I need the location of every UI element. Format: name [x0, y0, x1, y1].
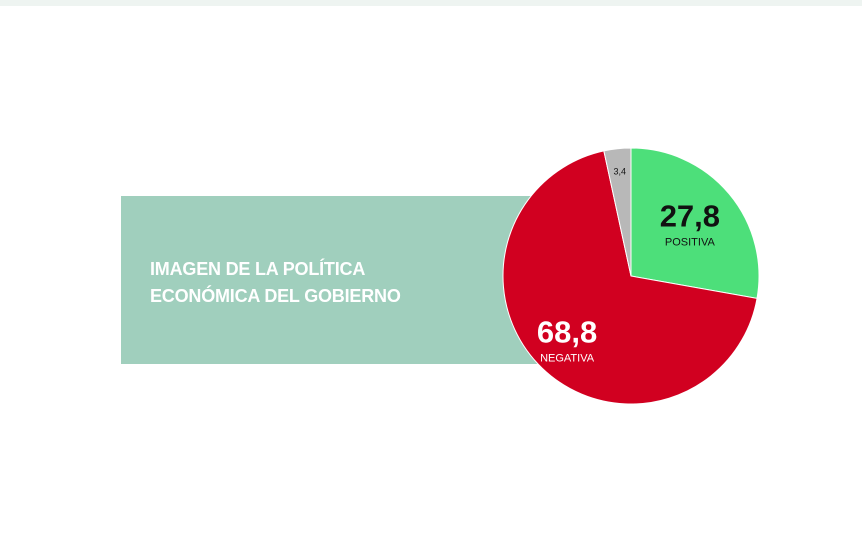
chart-title: IMAGEN DE LA POLÍTICA ECONÓMICA DEL GOBI…	[150, 256, 490, 310]
chart-title-line-2: ECONÓMICA DEL GOBIERNO	[150, 286, 401, 306]
pie-value-label-negativa: 68,8	[537, 314, 597, 349]
pie-category-label-negativa: NEGATIVA	[540, 352, 595, 364]
pie-category-label-positiva: POSITIVA	[665, 237, 716, 249]
title-banner	[121, 196, 551, 364]
top-strip	[0, 0, 862, 6]
chart-title-line-1: IMAGEN DE LA POLÍTICA	[150, 259, 366, 279]
pie-slice-negativa	[502, 150, 758, 405]
pie-slice-other	[603, 147, 632, 277]
pie-value-label-other: 3,4	[614, 167, 627, 177]
pie-slice-positiva	[630, 147, 760, 299]
pie-value-label-positiva: 27,8	[660, 199, 720, 234]
